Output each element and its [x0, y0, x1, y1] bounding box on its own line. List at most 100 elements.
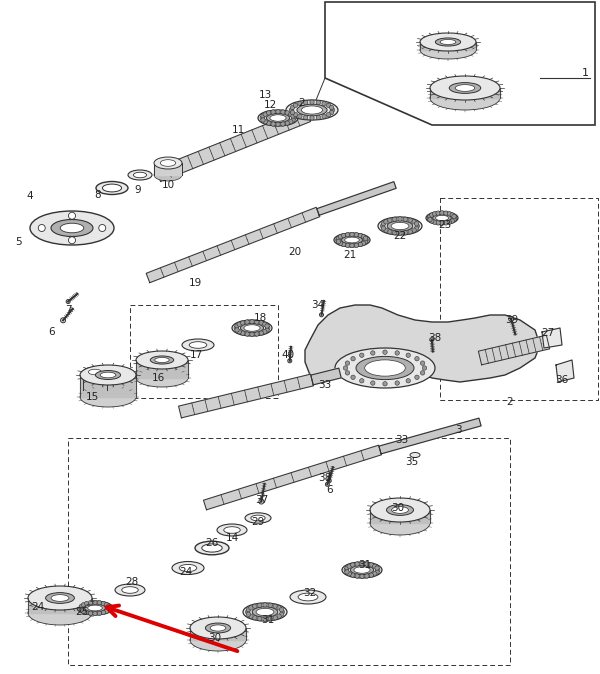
Circle shape: [254, 332, 259, 336]
Circle shape: [101, 601, 106, 606]
Text: 11: 11: [232, 125, 245, 135]
Polygon shape: [83, 372, 107, 390]
Text: 5: 5: [14, 237, 22, 247]
Circle shape: [289, 112, 293, 117]
Circle shape: [452, 216, 457, 220]
Circle shape: [246, 607, 251, 612]
Ellipse shape: [154, 157, 182, 169]
Circle shape: [450, 219, 454, 223]
Circle shape: [415, 375, 419, 379]
Ellipse shape: [46, 592, 74, 603]
Circle shape: [329, 111, 334, 115]
Ellipse shape: [182, 339, 214, 351]
Polygon shape: [154, 163, 182, 175]
Circle shape: [415, 226, 419, 231]
Circle shape: [336, 236, 341, 241]
Circle shape: [383, 350, 387, 355]
Circle shape: [263, 322, 267, 326]
Circle shape: [253, 615, 257, 620]
Ellipse shape: [420, 33, 476, 51]
Ellipse shape: [455, 85, 475, 92]
Circle shape: [93, 611, 97, 616]
Circle shape: [277, 614, 281, 618]
Circle shape: [289, 119, 293, 124]
Ellipse shape: [83, 385, 107, 395]
Circle shape: [245, 332, 250, 336]
Polygon shape: [556, 360, 574, 382]
Circle shape: [350, 243, 354, 248]
Ellipse shape: [190, 617, 246, 639]
Circle shape: [104, 609, 109, 613]
Circle shape: [281, 110, 285, 114]
Ellipse shape: [179, 564, 197, 572]
Circle shape: [447, 212, 452, 216]
Circle shape: [395, 381, 400, 386]
Circle shape: [285, 121, 289, 125]
Ellipse shape: [356, 357, 414, 379]
Text: 26: 26: [205, 538, 218, 548]
Circle shape: [288, 359, 292, 363]
Circle shape: [358, 242, 362, 247]
Ellipse shape: [160, 160, 176, 166]
Circle shape: [381, 222, 386, 226]
Circle shape: [235, 324, 239, 328]
Circle shape: [452, 218, 456, 222]
Circle shape: [263, 330, 267, 334]
Circle shape: [79, 607, 83, 612]
Ellipse shape: [449, 83, 481, 94]
Circle shape: [395, 350, 400, 355]
Polygon shape: [179, 374, 313, 418]
Ellipse shape: [297, 104, 327, 116]
Text: 2: 2: [506, 397, 514, 407]
Circle shape: [93, 601, 97, 605]
Circle shape: [322, 114, 326, 119]
Circle shape: [351, 357, 355, 361]
Text: 33: 33: [319, 380, 332, 390]
Text: 29: 29: [251, 517, 265, 527]
Ellipse shape: [88, 369, 101, 375]
Circle shape: [406, 379, 410, 383]
Text: 10: 10: [161, 180, 175, 190]
Circle shape: [250, 319, 254, 324]
Text: 24: 24: [179, 567, 193, 577]
Circle shape: [383, 381, 387, 386]
Circle shape: [415, 357, 419, 361]
Ellipse shape: [365, 360, 406, 376]
Circle shape: [444, 220, 448, 225]
Circle shape: [88, 611, 93, 615]
Polygon shape: [420, 42, 476, 50]
Circle shape: [327, 479, 331, 483]
Circle shape: [403, 217, 407, 222]
Ellipse shape: [190, 629, 246, 651]
Circle shape: [365, 562, 369, 566]
Circle shape: [106, 604, 111, 609]
Circle shape: [346, 243, 350, 247]
Circle shape: [345, 361, 350, 365]
Ellipse shape: [290, 590, 326, 604]
Ellipse shape: [202, 544, 222, 552]
Polygon shape: [28, 598, 92, 613]
Ellipse shape: [258, 110, 298, 126]
Ellipse shape: [378, 217, 422, 235]
Text: 13: 13: [259, 90, 272, 100]
Circle shape: [421, 371, 425, 375]
Circle shape: [355, 574, 359, 578]
Circle shape: [373, 564, 377, 568]
Circle shape: [298, 101, 302, 106]
Circle shape: [280, 607, 284, 612]
Circle shape: [369, 563, 373, 567]
Polygon shape: [203, 446, 382, 510]
Circle shape: [325, 483, 329, 487]
Polygon shape: [80, 375, 136, 397]
Ellipse shape: [387, 221, 413, 231]
Ellipse shape: [440, 40, 456, 44]
Circle shape: [320, 313, 323, 317]
Circle shape: [322, 101, 326, 106]
Ellipse shape: [251, 515, 265, 521]
Circle shape: [415, 224, 419, 228]
Text: 22: 22: [394, 231, 407, 241]
Circle shape: [291, 114, 295, 118]
Circle shape: [99, 224, 106, 231]
Ellipse shape: [172, 561, 204, 574]
Ellipse shape: [95, 371, 121, 379]
